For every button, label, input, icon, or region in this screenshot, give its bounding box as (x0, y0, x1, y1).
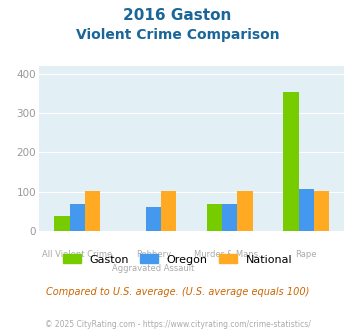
Text: Violent Crime Comparison: Violent Crime Comparison (76, 28, 279, 42)
Bar (207, 204, 222, 231)
Text: 2016 Gaston: 2016 Gaston (123, 8, 232, 23)
Text: Robbery: Robbery (136, 250, 171, 259)
Bar (299, 188, 314, 231)
Bar (54, 216, 70, 231)
Text: All Violent Crime: All Violent Crime (42, 250, 112, 259)
Text: Murder & Mans...: Murder & Mans... (194, 250, 266, 259)
Bar (70, 204, 85, 231)
Legend: Gaston, Oregon, National: Gaston, Oregon, National (58, 250, 297, 269)
Bar (146, 208, 161, 231)
Text: Aggravated Assault: Aggravated Assault (112, 264, 195, 273)
Text: Compared to U.S. average. (U.S. average equals 100): Compared to U.S. average. (U.S. average … (46, 287, 309, 297)
Text: Rape: Rape (295, 250, 317, 259)
Text: © 2025 CityRating.com - https://www.cityrating.com/crime-statistics/: © 2025 CityRating.com - https://www.city… (45, 320, 310, 329)
Bar (283, 91, 299, 231)
Bar (161, 190, 176, 231)
Bar (314, 191, 329, 231)
Bar (85, 190, 100, 231)
Bar (237, 190, 253, 231)
Bar (222, 204, 237, 231)
